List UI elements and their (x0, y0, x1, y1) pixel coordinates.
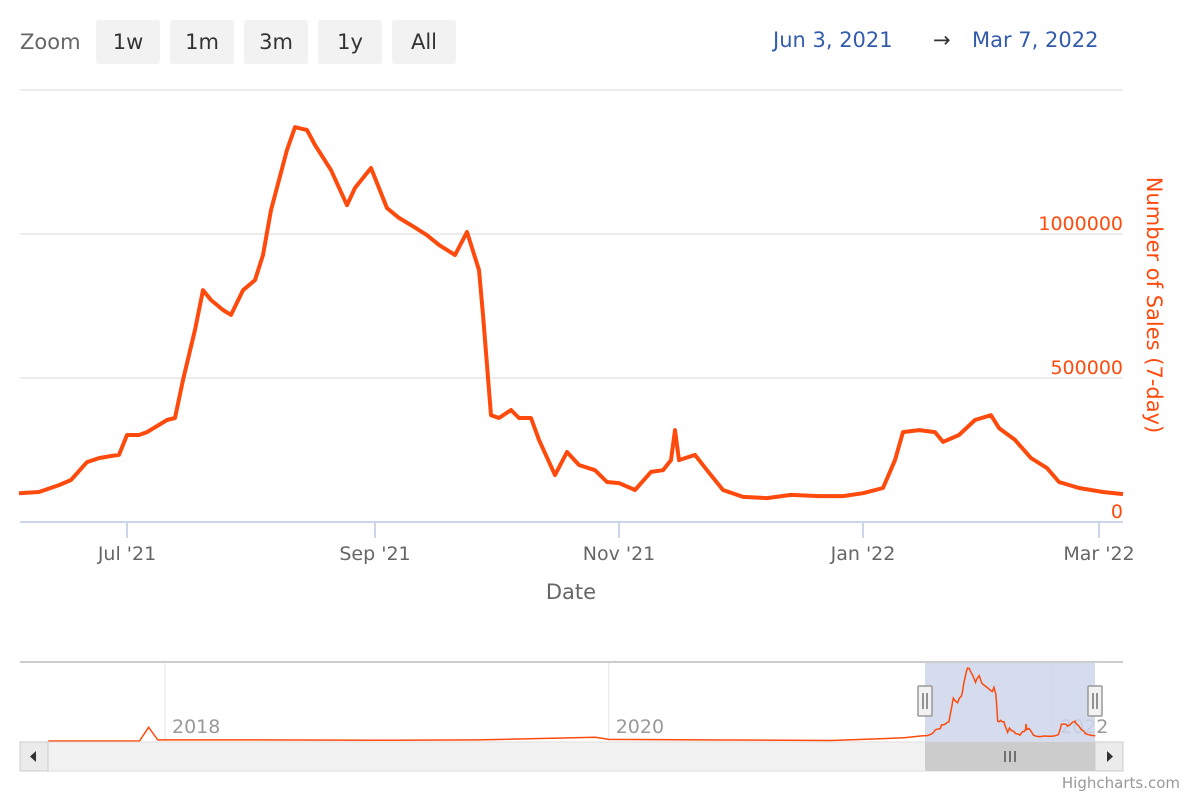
x-tick-label: Sep '21 (339, 543, 410, 565)
navigator-left-handle (917, 685, 933, 717)
arrow-left-icon (30, 751, 36, 762)
x-tick-label: Nov '21 (583, 543, 656, 565)
range-to-input[interactable]: Mar 7, 2022 (972, 28, 1099, 52)
x-tick-label: Jan '22 (830, 543, 896, 565)
navigator-tick-label: 2018 (172, 716, 220, 738)
y-tick-label: 500000 (1050, 357, 1123, 379)
y-tick-label: 0 (1111, 501, 1123, 523)
zoom-1y-button[interactable]: 1y (318, 20, 382, 64)
scrollbar-right-button (1094, 741, 1124, 772)
grip-icon (1092, 693, 1098, 709)
scrollbar-left-button (19, 741, 49, 772)
scrollbar-thumb (925, 742, 1095, 771)
zoom-label: Zoom (20, 30, 81, 54)
x-tick-label: Mar '22 (1063, 543, 1134, 565)
y-tick-label: 1000000 (1038, 213, 1123, 235)
credits-link[interactable]: Highcharts.com (1061, 774, 1180, 792)
x-axis-title: Date (546, 580, 596, 604)
zoom-all-button[interactable]: All (392, 20, 456, 64)
zoom-3m-button[interactable]: 3m (244, 20, 308, 64)
navigator-selected-range (925, 663, 1095, 742)
range-from-input[interactable]: Jun 3, 2021 (773, 28, 893, 52)
navigator-right-handle (1087, 685, 1103, 717)
grip-icon (922, 693, 928, 709)
scrollbar-track (19, 741, 1124, 772)
navigator-tick-label: 2022 (1060, 716, 1108, 738)
handle-box (1087, 685, 1103, 717)
zoom-1m-button[interactable]: 1m (170, 20, 234, 64)
handle-box (917, 685, 933, 717)
range-arrow: → (933, 28, 951, 52)
y-axis-title: Number of Sales (7-day) (1142, 177, 1166, 433)
scrollbar-grip-icon (1004, 751, 1016, 762)
navigator-tick-label: 2020 (616, 716, 664, 738)
zoom-1w-button[interactable]: 1w (96, 20, 160, 64)
series-line (18, 125, 1124, 501)
navigator-series-line (48, 667, 1096, 742)
x-tick-label: Jul '21 (97, 543, 156, 565)
arrow-right-icon (1107, 751, 1113, 762)
